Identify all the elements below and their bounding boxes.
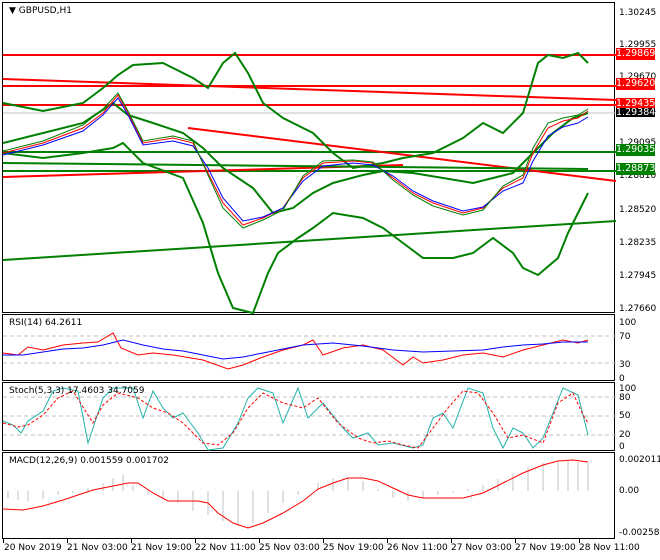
rsi-axis-label: 0: [619, 374, 625, 384]
stoch-axis-label: 20: [619, 430, 631, 440]
dropdown-triangle-icon[interactable]: ▼: [9, 6, 19, 16]
rsi-axis-label: 70: [619, 332, 631, 342]
rsi-title: RSI(14) 64.2611: [9, 318, 83, 328]
rsi-pane[interactable]: RSI(14) 64.2611: [2, 314, 616, 381]
price-axis-label: 1.29670: [619, 72, 657, 82]
macd-axis-label: 0.002011: [619, 455, 660, 465]
price-chart-canvas: [3, 51, 616, 314]
price-axis-label: 1.29955: [619, 40, 657, 50]
symbol-title: ▼ GBPUSD,H1: [9, 6, 72, 16]
price-tag-support: 1.29035: [616, 144, 656, 156]
price-axis-label: 1.27660: [619, 304, 657, 314]
price-axis-label: 1.28235: [619, 238, 657, 248]
stoch-axis-label: 0: [619, 442, 625, 452]
time-axis-label: 22 Nov 11:00: [195, 543, 256, 553]
time-axis-label: 27 Nov 03:00: [451, 543, 512, 553]
time-axis-label: 21 Nov 03:00: [67, 543, 128, 553]
price-axis-label: 1.29095: [619, 138, 657, 148]
macd-title: MACD(12,26,9) 0.001559 0.001702: [9, 456, 169, 466]
rsi-axis-label: 30: [619, 360, 631, 370]
macd-chart-canvas: [3, 459, 589, 529]
price-tag-resistance: 1.29869: [616, 48, 656, 60]
time-axis-label: 20 Nov 2019: [4, 543, 62, 553]
macd-axis-label: 0.00: [619, 486, 640, 496]
price-axis-label: 1.28810: [619, 171, 657, 181]
price-axis-label: 1.30245: [619, 8, 657, 18]
time-axis-label: 26 Nov 11:00: [387, 543, 448, 553]
time-axis-label: 27 Nov 19:00: [515, 543, 576, 553]
price-tag-resistance: 1.29435: [616, 98, 656, 110]
stochastic-pane[interactable]: Stoch(5,3,3) 17.4603 34.7059: [2, 382, 616, 451]
macd-pane[interactable]: MACD(12,26,9) 0.001559 0.001702: [2, 452, 615, 539]
stoch-axis-label: 80: [619, 393, 631, 403]
time-axis-label: 25 Nov 19:00: [323, 543, 384, 553]
price-axis-label: 1.27945: [619, 271, 657, 281]
stoch-axis-label: 100: [619, 384, 637, 394]
rsi-axis-label: 100: [619, 318, 637, 328]
time-axis-label: 28 Nov 11:00: [579, 543, 640, 553]
stochastic-chart-canvas: [3, 386, 616, 451]
stoch-axis-label: 50: [619, 411, 631, 421]
price-tag-current: 1.29384: [616, 107, 656, 118]
time-axis-label: 21 Nov 19:00: [131, 543, 192, 553]
rsi-chart-canvas: [3, 332, 616, 370]
time-axis-label: 25 Nov 03:00: [259, 543, 320, 553]
macd-axis-label: -0.00258: [619, 528, 660, 538]
main-price-pane[interactable]: ▼ GBPUSD,H1: [2, 2, 616, 314]
price-axis-label: 1.28520: [619, 205, 657, 215]
price-tag-support: 1.28873: [616, 163, 656, 175]
price-tag-resistance: 1.29620: [616, 78, 656, 90]
stochastic-title: Stoch(5,3,3) 17.4603 34.7059: [9, 386, 145, 396]
